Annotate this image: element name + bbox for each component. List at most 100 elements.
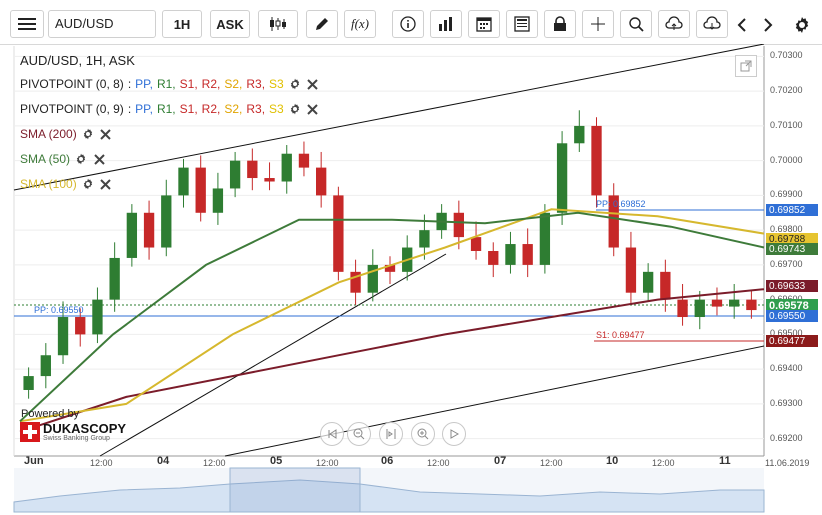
price-tick-label: 0.70000 <box>770 154 803 165</box>
side-button[interactable]: ASK <box>210 10 250 38</box>
gear-icon[interactable] <box>74 152 88 166</box>
menu-button[interactable] <box>10 10 44 38</box>
candle-body <box>711 299 723 307</box>
candle-body <box>178 167 189 196</box>
upload-button[interactable] <box>658 10 690 38</box>
price-tick-label: 0.69400 <box>770 363 803 374</box>
close-icon[interactable] <box>99 127 113 141</box>
hamburger-icon <box>18 18 36 30</box>
chart-area[interactable]: AUD/USD, 1H, ASK PIVOTPOINT (0, 8) : PP,… <box>0 44 822 515</box>
candle-body <box>677 299 688 318</box>
pivot-pp-annotation-lower: PP: 0.69550 <box>34 305 84 315</box>
brand-sub: Swiss Banking Group <box>43 434 110 442</box>
zoom-button[interactable] <box>620 10 652 38</box>
indicators-button[interactable]: f(x) <box>344 10 376 38</box>
draw-button[interactable] <box>306 10 338 38</box>
price-tick-label: 0.69700 <box>770 258 803 269</box>
candle-body <box>281 153 292 182</box>
time-label-07: 07 <box>494 455 507 467</box>
time-label-05: 05 <box>270 455 283 467</box>
close-icon[interactable] <box>306 77 320 91</box>
price-chart[interactable] <box>0 44 822 515</box>
nav-zoom-in-button[interactable] <box>411 422 435 446</box>
legend-sma50: SMA (50) <box>20 152 106 166</box>
trend-channel-lower[interactable] <box>224 345 765 457</box>
download-button[interactable] <box>696 10 728 38</box>
sma-50-line <box>19 211 765 423</box>
chart-type-button[interactable] <box>258 10 298 38</box>
calendar-button[interactable] <box>468 10 500 38</box>
timeframe-button[interactable]: 1H <box>162 10 202 38</box>
nav-play-button[interactable] <box>442 422 466 446</box>
candle-body <box>642 271 654 293</box>
scroll-right-button[interactable] <box>754 12 782 38</box>
trend-support-line[interactable] <box>99 253 447 457</box>
navigator-window[interactable] <box>229 467 361 513</box>
candle-body <box>539 212 551 265</box>
close-icon[interactable] <box>92 152 106 166</box>
candle-body <box>126 212 138 258</box>
scroll-left-button[interactable] <box>728 12 756 38</box>
draw-pen-icon <box>316 18 328 30</box>
nav-rewind-button[interactable] <box>320 422 344 446</box>
pivot2-r3: R3, <box>246 102 266 116</box>
chevron-left-icon <box>737 18 746 32</box>
sma-100-line <box>19 208 765 423</box>
brand-name: DUKASCOPY <box>43 420 127 436</box>
calendar-icon <box>476 17 492 32</box>
volume-button[interactable] <box>430 10 462 38</box>
candle-body <box>40 355 51 377</box>
settings-button[interactable] <box>788 12 816 38</box>
pivot1-r2: R2, <box>201 77 221 91</box>
gear-icon[interactable] <box>81 127 95 141</box>
dukascopy-logo[interactable]: DUKASCOPY Swiss Banking Group <box>20 422 126 442</box>
time-label-1200: 12:00 <box>203 458 226 468</box>
candle-body <box>746 299 757 311</box>
candle-body <box>298 153 310 168</box>
candle-body <box>212 188 224 213</box>
gear-icon[interactable] <box>288 77 302 91</box>
news-icon <box>514 16 530 32</box>
pivot2-r1: R1, <box>156 102 176 116</box>
pivot2-s1: S1, <box>179 102 198 116</box>
gear-icon[interactable] <box>288 102 302 116</box>
gear-icon <box>795 17 809 33</box>
candle-body <box>247 160 258 179</box>
price-tick-label: 0.69200 <box>770 432 803 443</box>
time-label-11: 11 <box>719 455 731 467</box>
candle-body <box>229 160 241 189</box>
powered-by: Powered by <box>21 408 80 420</box>
time-label-1200: 12:00 <box>427 458 450 468</box>
candle-body <box>625 247 637 293</box>
nav-fit-button[interactable] <box>379 422 403 446</box>
pivot2-sep: : <box>127 102 132 116</box>
play-icon <box>450 429 459 439</box>
info-icon <box>400 16 416 32</box>
time-label-06: 06 <box>381 455 394 467</box>
candle-body <box>574 125 585 144</box>
current-price-tag: 0.69578 <box>766 299 818 312</box>
crosshair-button[interactable] <box>582 10 614 38</box>
lock-button[interactable] <box>544 10 576 38</box>
legend-pivot2: PIVOTPOINT (0, 9) : PP, R1, S1, R2, S2, … <box>20 102 320 116</box>
legend-title: AUD/USD, 1H, ASK <box>20 53 135 68</box>
symbol-input[interactable]: AUD/USD <box>48 10 156 38</box>
candle-body <box>367 264 378 293</box>
navigator-area[interactable] <box>13 479 765 513</box>
price-tick-label: 0.70200 <box>770 85 803 96</box>
price-tick-label: 0.70100 <box>770 119 803 130</box>
swiss-cross-icon <box>20 422 40 442</box>
close-icon[interactable] <box>306 102 320 116</box>
nav-zoom-out-button[interactable] <box>347 422 371 446</box>
pp2-tag: 0.69550 <box>766 310 818 322</box>
close-icon[interactable] <box>99 177 113 191</box>
popout-button[interactable] <box>735 55 757 77</box>
news-button[interactable] <box>506 10 538 38</box>
trend-channel-upper[interactable] <box>13 44 765 191</box>
price-tick-label: 0.69500 <box>770 328 803 339</box>
gear-icon[interactable] <box>81 177 95 191</box>
pivot1-s3: S3 <box>269 77 284 91</box>
download-cloud-icon <box>703 16 721 30</box>
info-button[interactable] <box>392 10 424 38</box>
candle-body <box>608 195 619 248</box>
